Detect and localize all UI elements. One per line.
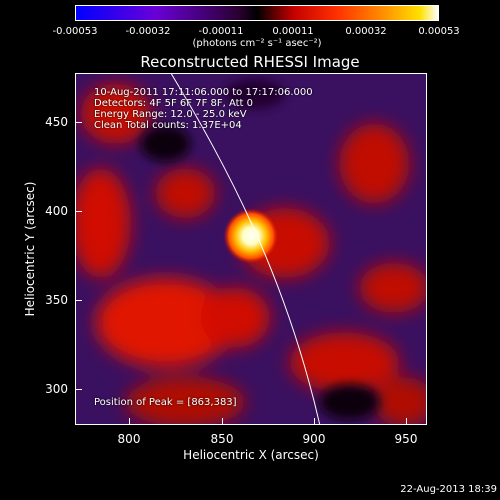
dark-regions bbox=[140, 78, 380, 421]
peak-position-label: Position of Peak = [863,383] bbox=[94, 397, 237, 408]
y-tick-label: 450 bbox=[45, 115, 68, 129]
x-tick-label: 850 bbox=[210, 432, 234, 446]
colorbar-tick: -0.00011 bbox=[198, 26, 244, 37]
y-tick-mark bbox=[75, 211, 82, 212]
x-tick-mark bbox=[314, 418, 315, 425]
time-range-label: 10-Aug-2011 17:11:06.000 to 17:17:06.000 bbox=[94, 87, 313, 98]
image-frame bbox=[75, 73, 427, 425]
colorbar bbox=[75, 5, 439, 21]
y-tick-label: 300 bbox=[45, 382, 68, 396]
peak-source bbox=[223, 208, 279, 264]
y-tick-label: 400 bbox=[45, 204, 68, 218]
y-tick-label: 350 bbox=[45, 293, 68, 307]
colorbar-tick: -0.00053 bbox=[52, 26, 98, 37]
x-tick-label: 800 bbox=[117, 432, 141, 446]
y-axis-label: Heliocentric Y (arcsec) bbox=[23, 181, 37, 317]
detectors-label: Detectors: 4F 5F 6F 7F 8F, Att 0 bbox=[94, 98, 254, 109]
x-tick-mark bbox=[129, 418, 130, 425]
x-tick-label: 900 bbox=[302, 432, 326, 446]
timestamp: 22-Aug-2013 18:39 bbox=[400, 484, 497, 495]
y-tick-mark bbox=[75, 300, 82, 301]
colorbar-tick: 0.00011 bbox=[272, 26, 314, 37]
x-axis-label: Heliocentric X (arcsec) bbox=[183, 448, 319, 462]
rhessi-image bbox=[76, 74, 426, 424]
solar-limb bbox=[171, 74, 321, 424]
x-tick-mark bbox=[222, 418, 223, 425]
colorbar-tick: 0.00053 bbox=[418, 26, 460, 37]
y-tick-mark bbox=[75, 122, 82, 123]
colorbar-tick: 0.00032 bbox=[345, 26, 387, 37]
x-tick-label: 950 bbox=[394, 432, 418, 446]
colorbar-units: (photons cm⁻² s⁻¹ asec⁻²) bbox=[192, 38, 322, 49]
colorbar-tick: -0.00032 bbox=[125, 26, 171, 37]
energy-range-label: Energy Range: 12.0 - 25.0 keV bbox=[94, 109, 247, 120]
clean-counts-label: Clean Total counts: 1.37E+04 bbox=[94, 120, 242, 131]
y-tick-mark bbox=[75, 389, 82, 390]
plot-title: Reconstructed RHESSI Image bbox=[140, 53, 360, 71]
x-tick-mark bbox=[406, 418, 407, 425]
